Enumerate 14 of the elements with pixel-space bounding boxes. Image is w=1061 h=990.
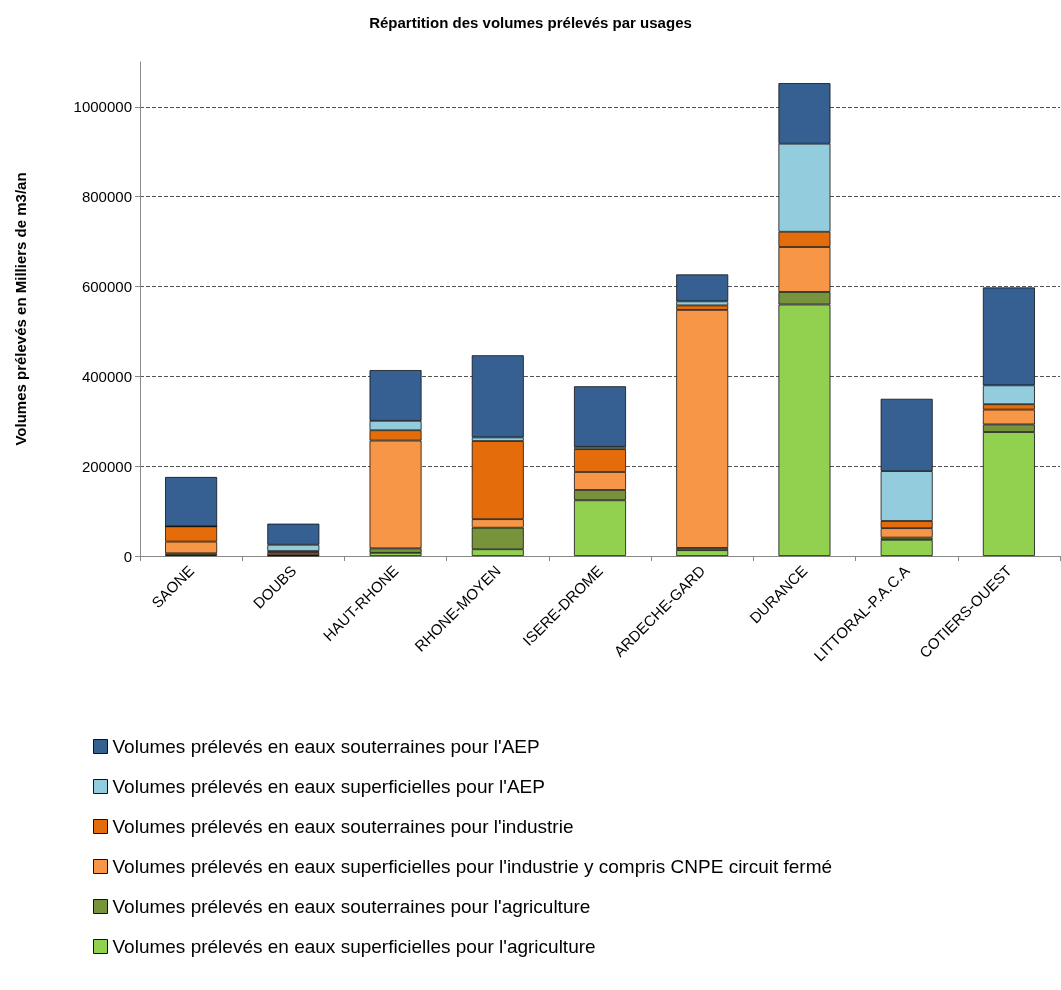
legend-label: Volumes prélevés en eaux superficielles pour l'industrie y compris CNPE circuit fermé [112,856,833,877]
chart-title: Répartition des volumes prélevés par usages [369,14,692,31]
y-axis-title: Volumes prélevés en Milliers de m3/an [12,172,29,446]
y-tick-label: 200000 [81,457,132,475]
y-tick-label: 0 [123,547,132,565]
legend-label: Volumes prélevés en eaux souterraines pour l'industrie [112,816,574,837]
y-tick-label: 600000 [81,278,132,296]
legend-label: Volumes prélevés en eaux superficielles pour l'AEP [112,776,545,797]
legend-label: Volumes prélevés en eaux souterraines pour l'agriculture [112,896,591,917]
legend-label: Volumes prélevés en eaux superficielles pour l'agriculture [112,936,596,957]
legend-label: Volumes prélevés en eaux souterraines pour l'AEP [112,736,540,757]
y-tick-label: 400000 [81,367,132,385]
y-tick-label: 800000 [81,188,132,206]
y-tick-label: 1000000 [73,98,132,116]
